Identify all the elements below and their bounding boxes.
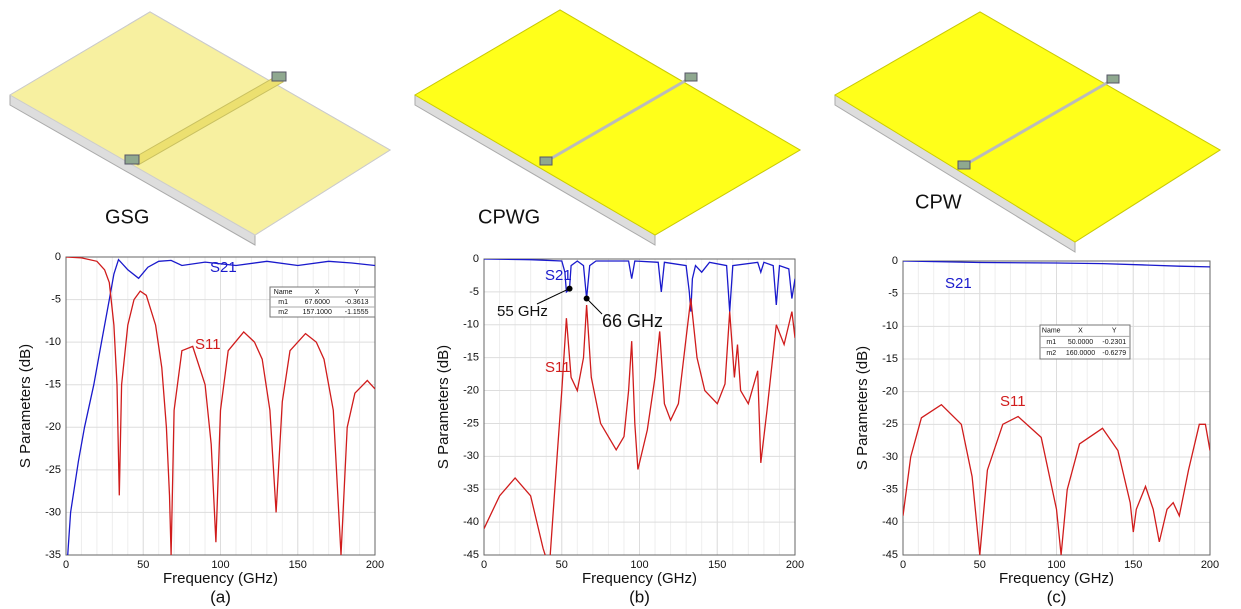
table-cell: m1 [278, 299, 288, 306]
x-tick-label: 150 [708, 559, 726, 571]
annotation: 55 GHz [497, 303, 548, 320]
y-tick-label: -20 [45, 421, 61, 433]
render-gsg: GSG [10, 12, 390, 245]
y-axis-label: S Parameters (dB) [854, 346, 871, 470]
y-tick-label: -25 [463, 417, 479, 429]
table-cell: Name [274, 289, 293, 296]
x-axis-label: Frequency (GHz) [163, 570, 278, 587]
y-tick-label: -15 [882, 353, 898, 365]
y-tick-label: -40 [882, 516, 898, 528]
table-cell: -0.2301 [1102, 339, 1126, 346]
x-tick-label: 50 [137, 559, 149, 571]
x-tick-label: 200 [786, 559, 804, 571]
y-axis-label: S Parameters (dB) [435, 345, 452, 469]
render-label: CPWG [478, 206, 540, 228]
table-cell: Y [354, 289, 359, 296]
y-tick-label: -15 [463, 352, 479, 364]
y-tick-label: -30 [45, 506, 61, 518]
table-cell: -1.1555 [345, 309, 369, 316]
table-cell: Name [1042, 328, 1061, 335]
table-cell: Y [1112, 328, 1117, 335]
x-tick-label: 0 [481, 559, 487, 571]
x-tick-label: 150 [289, 559, 307, 571]
y-tick-label: -15 [45, 379, 61, 391]
table-cell: 50.0000 [1068, 339, 1093, 346]
x-tick-label: 50 [556, 559, 568, 571]
y-tick-label: -5 [888, 288, 898, 300]
y-tick-label: -20 [463, 384, 479, 396]
caption: (c) [1047, 587, 1067, 606]
y-tick-label: -5 [51, 293, 61, 305]
y-tick-label: -35 [45, 549, 61, 561]
y-tick-label: -25 [45, 464, 61, 476]
series-label: S21 [210, 259, 237, 276]
y-axis-label: S Parameters (dB) [17, 344, 34, 468]
y-tick-label: -45 [882, 549, 898, 561]
x-axis-label: Frequency (GHz) [999, 570, 1114, 587]
table-cell: 67.6000 [305, 299, 330, 306]
x-tick-label: 50 [974, 559, 986, 571]
annotation-dot [584, 295, 590, 301]
render-label: GSG [105, 206, 149, 228]
series-label: S11 [545, 359, 571, 376]
table-cell: -0.6279 [1102, 350, 1126, 357]
y-tick-label: 0 [892, 255, 898, 267]
series-label: S21 [945, 275, 972, 292]
table-cell: 160.0000 [1066, 350, 1095, 357]
y-tick-label: -30 [882, 451, 898, 463]
series-label: S11 [195, 336, 221, 353]
x-tick-label: 200 [366, 559, 384, 571]
series-label: S21 [545, 267, 572, 284]
caption: (b) [629, 587, 650, 606]
x-tick-label: 200 [1201, 559, 1219, 571]
table-cell: m2 [1046, 350, 1056, 357]
table-cell: -0.3613 [345, 299, 369, 306]
table-cell: 157.1000 [303, 309, 332, 316]
y-tick-label: -35 [463, 483, 479, 495]
render-cpwg: CPWG [415, 10, 800, 245]
render-cpw: CPW [835, 12, 1220, 252]
y-tick-label: -10 [45, 336, 61, 348]
figure: GSG CPWG CPW 0501001502000-5-10-15-20-25… [0, 0, 1241, 609]
y-tick-label: -35 [882, 484, 898, 496]
x-tick-label: 150 [1124, 559, 1142, 571]
caption: (a) [210, 587, 231, 606]
series-label: S11 [1000, 393, 1026, 410]
table-cell: m1 [1046, 339, 1056, 346]
y-tick-label: -40 [463, 516, 479, 528]
y-tick-label: -10 [463, 319, 479, 331]
y-tick-label: 0 [473, 253, 479, 265]
y-tick-label: -30 [463, 450, 479, 462]
y-tick-label: -5 [469, 286, 479, 298]
annotation: 66 GHz [602, 311, 663, 331]
y-tick-label: 0 [55, 251, 61, 263]
y-tick-label: -10 [882, 320, 898, 332]
table-cell: X [1078, 328, 1083, 335]
x-tick-label: 0 [900, 559, 906, 571]
y-tick-label: -20 [882, 386, 898, 398]
x-tick-label: 0 [63, 559, 69, 571]
annotation-dot [567, 286, 573, 292]
render-label: CPW [915, 191, 962, 213]
table-cell: X [315, 289, 320, 296]
x-axis-label: Frequency (GHz) [582, 570, 697, 587]
table-cell: m2 [278, 309, 288, 316]
y-tick-label: -45 [463, 549, 479, 561]
y-tick-label: -25 [882, 418, 898, 430]
